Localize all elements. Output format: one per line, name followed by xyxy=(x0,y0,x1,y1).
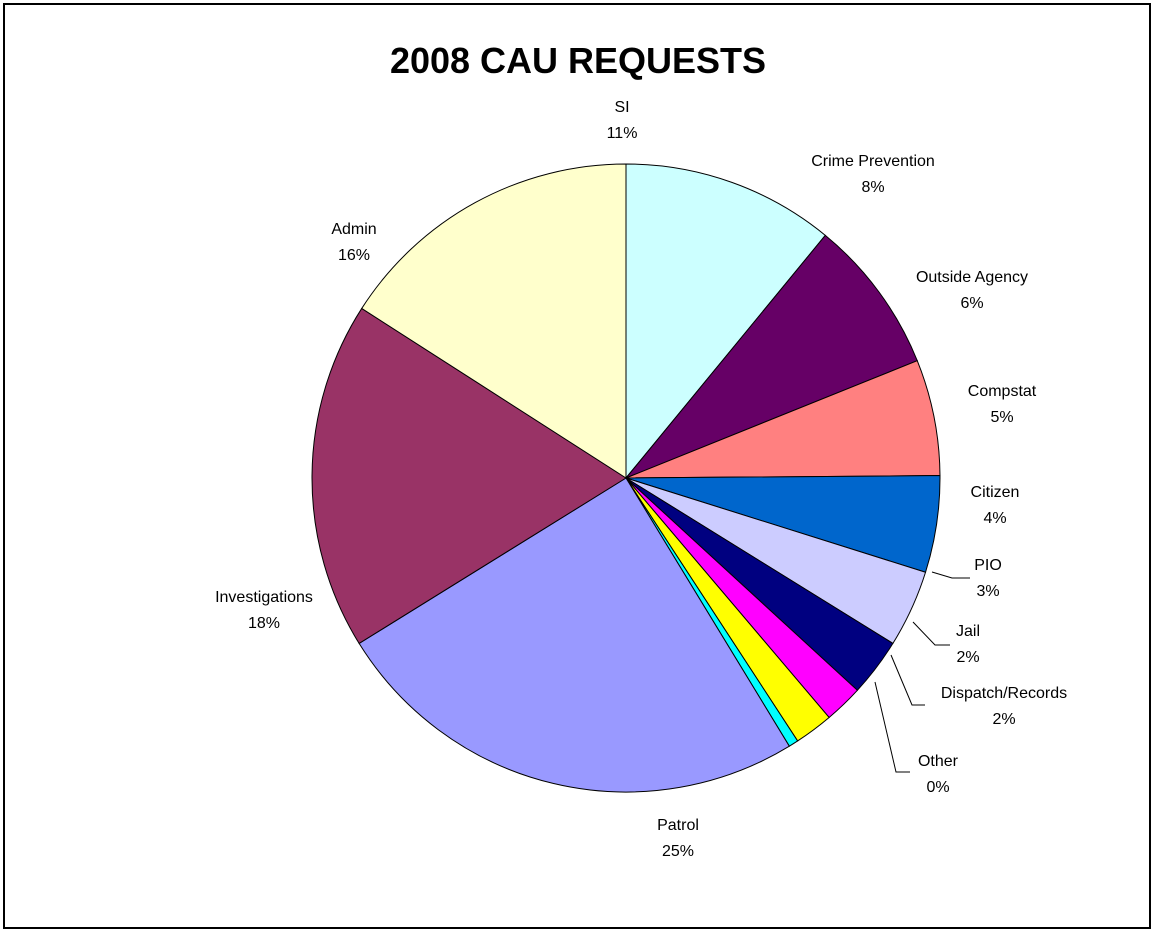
slice-percent-label: 18% xyxy=(248,615,280,632)
slice-category-label: Citizen xyxy=(971,484,1020,501)
slice-labels: SI 11% Crime Prevention 8% Outside Agency 6% C… xyxy=(215,99,1067,860)
slice-label-jail: Jail 2% xyxy=(956,623,980,666)
slice-label-pio: PIO 3% xyxy=(974,557,1002,600)
slice-category-label: Other xyxy=(918,753,959,770)
leader-lines xyxy=(874,571,970,773)
slice-category-label: Crime Prevention xyxy=(811,153,935,170)
leader-line-other xyxy=(874,681,910,773)
slice-percent-label: 0% xyxy=(926,779,949,796)
slice-percent-label: 8% xyxy=(861,179,884,196)
slice-category-label: Admin xyxy=(331,221,376,238)
pie-slice-crime-prevention xyxy=(625,234,918,479)
leader-line-dispatch-records xyxy=(890,654,925,706)
pie-slice-si xyxy=(625,163,827,480)
slice-label-other: Other 0% xyxy=(918,753,959,796)
pie-slice-admin xyxy=(361,163,627,479)
slice-label-admin: Admin 16% xyxy=(331,221,376,264)
slice-label-investigations: Investigations 18% xyxy=(215,589,313,632)
slice-percent-label: 4% xyxy=(983,510,1006,527)
slice-percent-label: 25% xyxy=(662,843,694,860)
slice-label-crime-prevention: Crime Prevention 8% xyxy=(811,153,935,196)
slice-category-label: Investigations xyxy=(215,589,313,606)
slice-category-label: PIO xyxy=(974,557,1002,574)
chart-title: 2008 CAU REQUESTS xyxy=(389,40,767,81)
slice-percent-label: 6% xyxy=(960,295,983,312)
slice-category-label: Outside Agency xyxy=(916,269,1028,286)
slice-percent-label: 2% xyxy=(992,711,1015,728)
slice-label-outside-agency: Outside Agency 6% xyxy=(916,269,1028,312)
pie-slices xyxy=(311,163,941,793)
slice-category-label: Compstat xyxy=(968,383,1037,400)
slice-percent-label: 3% xyxy=(976,583,999,600)
slice-label-dispatch-records: Dispatch/Records 2% xyxy=(941,685,1067,728)
leader-line-pio xyxy=(931,571,970,579)
slice-label-patrol: Patrol 25% xyxy=(657,817,699,860)
leader-line-jail xyxy=(912,621,950,646)
pie-slice-patrol xyxy=(358,477,791,793)
slice-category-label: Jail xyxy=(956,623,980,640)
slice-category-label: Dispatch/Records xyxy=(941,685,1067,702)
slice-label-si: SI 11% xyxy=(607,99,638,142)
slice-label-compstat: Compstat 5% xyxy=(968,383,1037,426)
slice-percent-label: 11% xyxy=(607,125,638,142)
slice-percent-label: 2% xyxy=(956,649,979,666)
slice-category-label: Patrol xyxy=(657,817,699,834)
slice-label-citizen: Citizen 4% xyxy=(971,484,1020,527)
pie-slice-investigations xyxy=(311,307,627,645)
slice-percent-label: 16% xyxy=(338,247,370,264)
slice-percent-label: 5% xyxy=(990,409,1013,426)
slice-category-label: SI xyxy=(614,99,629,116)
